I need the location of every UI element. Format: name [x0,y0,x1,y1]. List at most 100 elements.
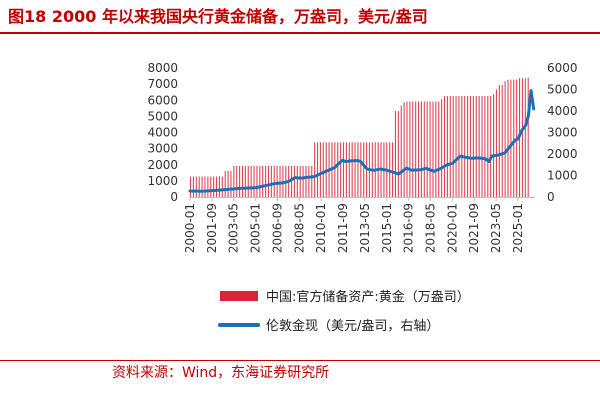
bar [293,165,295,197]
y-right-tick-label: 2000 [547,147,578,161]
bar [449,95,451,197]
bar [521,78,523,197]
bar [467,95,469,197]
x-tick-label: 2020-01 [445,203,459,253]
bar [348,142,350,197]
bar [221,176,223,197]
y-right-tick-label: 6000 [547,61,578,75]
y-right-tick-label: 1000 [547,169,578,183]
bar [253,165,255,197]
bar [316,142,319,197]
legend-swatch-bars [220,291,258,301]
bar [392,142,394,197]
bar [224,171,226,197]
legend: 中国:官方储备资产:黄金（万盎司） 伦敦金现（美元/盎司，右轴） [218,289,470,334]
bar [262,165,264,197]
x-tick-label: 2003-05 [227,203,241,253]
x-tick-label: 2005-01 [249,203,263,253]
bar [308,165,310,197]
bar [236,165,238,197]
bar [493,94,495,197]
x-axis: 2000-01 2001-09 2003-05 2005-01 2006-09 2008-… [183,197,525,253]
bar [495,89,498,197]
bar [498,84,500,197]
x-tick-label: 2011-09 [336,203,350,253]
bar [270,165,272,197]
bar [311,165,313,197]
bar [256,165,258,197]
bar [296,165,298,197]
bar [504,81,506,197]
bar [484,95,486,197]
x-tick-label: 2015-01 [380,203,394,253]
bar [443,95,446,197]
x-tick-label: 2025-01 [511,203,525,253]
bar [409,101,411,197]
bar [415,101,417,197]
bar [340,142,342,197]
bar [478,95,480,197]
bar [227,171,229,197]
y-left-tick-label: 8000 [147,61,178,75]
bar [345,142,347,197]
y-left-tick-label: 5000 [147,109,178,123]
bar [198,176,200,197]
bar [265,165,267,197]
bar [259,165,261,197]
bar [363,142,365,197]
bar [250,165,252,197]
bar [204,176,206,197]
bar [464,95,466,197]
source-rule [0,360,600,361]
x-tick-label: 2010-01 [314,203,328,253]
bar [527,77,529,197]
y-axis-left: 8000 7000 6000 5000 4000 3000 2000 1000 0 [147,61,178,204]
bar [461,95,463,197]
bar [192,176,194,197]
bar [403,102,405,197]
bar [322,142,324,197]
bar [412,101,414,197]
bar [429,101,431,197]
y-left-tick-label: 6000 [147,93,178,107]
bar [400,105,402,197]
title-rule [0,32,600,34]
bar [487,95,489,197]
bar [210,176,212,197]
bar [291,165,293,197]
bar [357,142,359,197]
y-left-tick-label: 4000 [147,126,178,140]
bar [334,142,336,197]
bar [481,95,483,197]
x-tick-label: 2023-05 [489,203,503,253]
y-left-tick-label: 2000 [147,158,178,172]
bar [507,79,509,197]
bar [426,101,428,197]
bar [276,165,278,197]
bar [446,95,448,197]
bar-series [190,77,529,197]
x-tick-label: 2000-01 [183,203,197,253]
bar [472,95,474,197]
y-right-tick-label: 5000 [547,83,578,97]
bar [394,111,396,197]
bar [239,165,241,197]
x-tick-label: 2021-09 [467,203,481,253]
y-right-tick-label: 0 [547,190,555,204]
source-note: 资料来源：Wind，东海证券研究所 [112,365,330,381]
bar [213,176,215,197]
bar [406,101,408,197]
bar [438,101,440,197]
line-series [188,89,536,193]
x-tick-label: 2008-05 [292,203,306,253]
bar [299,165,301,197]
bar [420,101,422,197]
bar [360,142,362,197]
bar [490,95,492,197]
bar [190,176,192,197]
bar [273,165,275,197]
x-tick-label: 2018-05 [424,203,438,253]
bar [267,165,270,197]
bar [244,165,246,197]
bar [215,176,218,197]
